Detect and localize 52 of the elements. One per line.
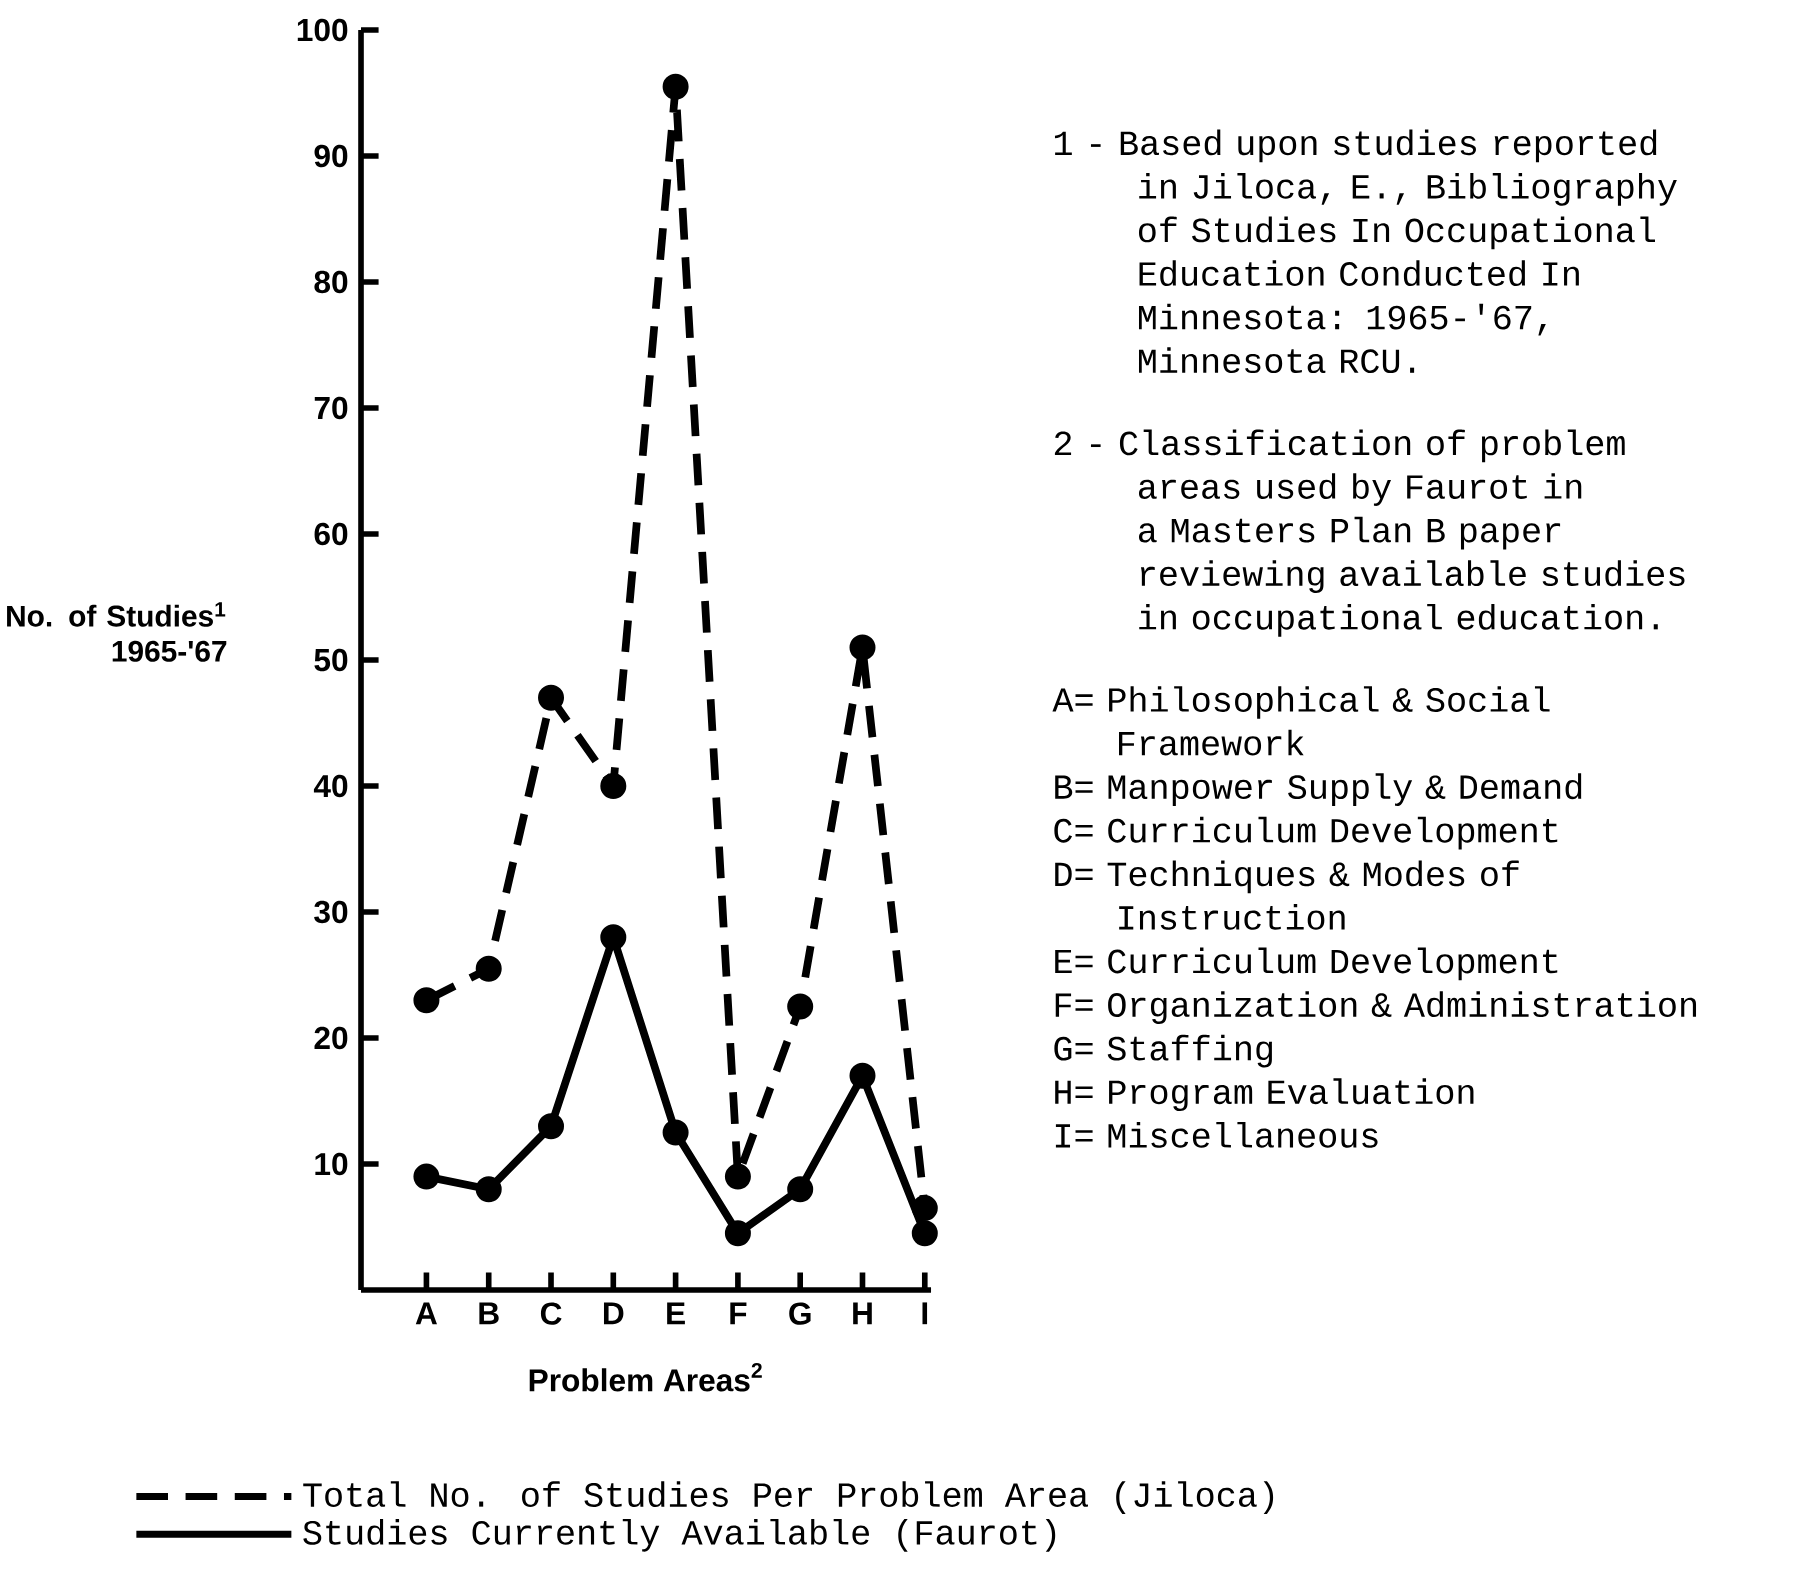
text: G= Staffing [1054,1034,1273,1068]
y-tick-label: 80 [314,270,348,294]
x-tick-label: C [540,1302,562,1325]
y-tick-label: 90 [314,144,348,168]
y-tick-label: 10 [315,1152,348,1176]
point [600,773,627,800]
y-tick-label: 70 [314,396,348,420]
point [911,1220,938,1247]
x-tick-label: D [603,1302,624,1325]
text: D= Techniques & Modes of Instruction [1055,860,1519,930]
text: A= Philosophical & Social Framework [1052,686,1550,756]
point [538,684,565,711]
x-tick-label: F [730,1302,747,1325]
text: B= Manpower Supply & Demand [1055,773,1582,807]
x-tick-label: E [667,1302,685,1325]
point [413,987,440,1014]
text: C= Curriculum Development [1054,816,1558,850]
y-tick-label: 30 [314,900,348,924]
point [600,924,627,951]
point [538,1113,565,1140]
point [475,1176,502,1203]
y-tick-label: 60 [314,522,348,546]
y-tick-label: 50 [314,648,348,672]
y-axis-title: No. of Studies$^{1}$ 1965-'67 [7,602,227,662]
point [849,1062,876,1089]
x-axis-title: Problem Areas$^{2}$ [529,1363,762,1392]
legend-label: Total No. of Studies Per Problem Area (Jiloca) [303,1481,1274,1514]
y-tick-label: 20 [314,1026,348,1050]
point [787,1176,814,1203]
point [724,1220,751,1247]
point [787,993,814,1020]
text: F= Organization & Administration [1055,991,1697,1024]
point [662,1119,689,1146]
text: E= Curriculum Development [1055,947,1558,981]
x-tick-label: A [415,1302,437,1325]
point [849,634,876,661]
point [662,73,689,100]
point [475,955,502,982]
point [911,1195,938,1222]
point [724,1163,751,1190]
y-tick-label: 40 [313,774,348,798]
text: I= Miscellaneous [1055,1121,1378,1148]
x-tick-label: H [853,1302,872,1325]
text: 2 - Classification of problem areas used by Faurot in a Masters Plan B paper reviewing available studies in occupational education. [1054,429,1685,637]
x-tick-label: G [789,1302,811,1325]
point [413,1163,440,1190]
y-tick-label: 100 [297,18,348,42]
x-tick-label: I [922,1302,928,1325]
legend-label: Studies Currently Available (Faurot) [303,1518,1056,1552]
text: 1 - Based upon studies reported in Jiloca, E., Bibliography of Studies In Occupational Education Conducted In Minnesota: 1965-'67, Minnesota RCU. [1054,129,1677,374]
x-tick-label: B [479,1302,499,1325]
text: H= Program Evaluation [1055,1078,1474,1112]
